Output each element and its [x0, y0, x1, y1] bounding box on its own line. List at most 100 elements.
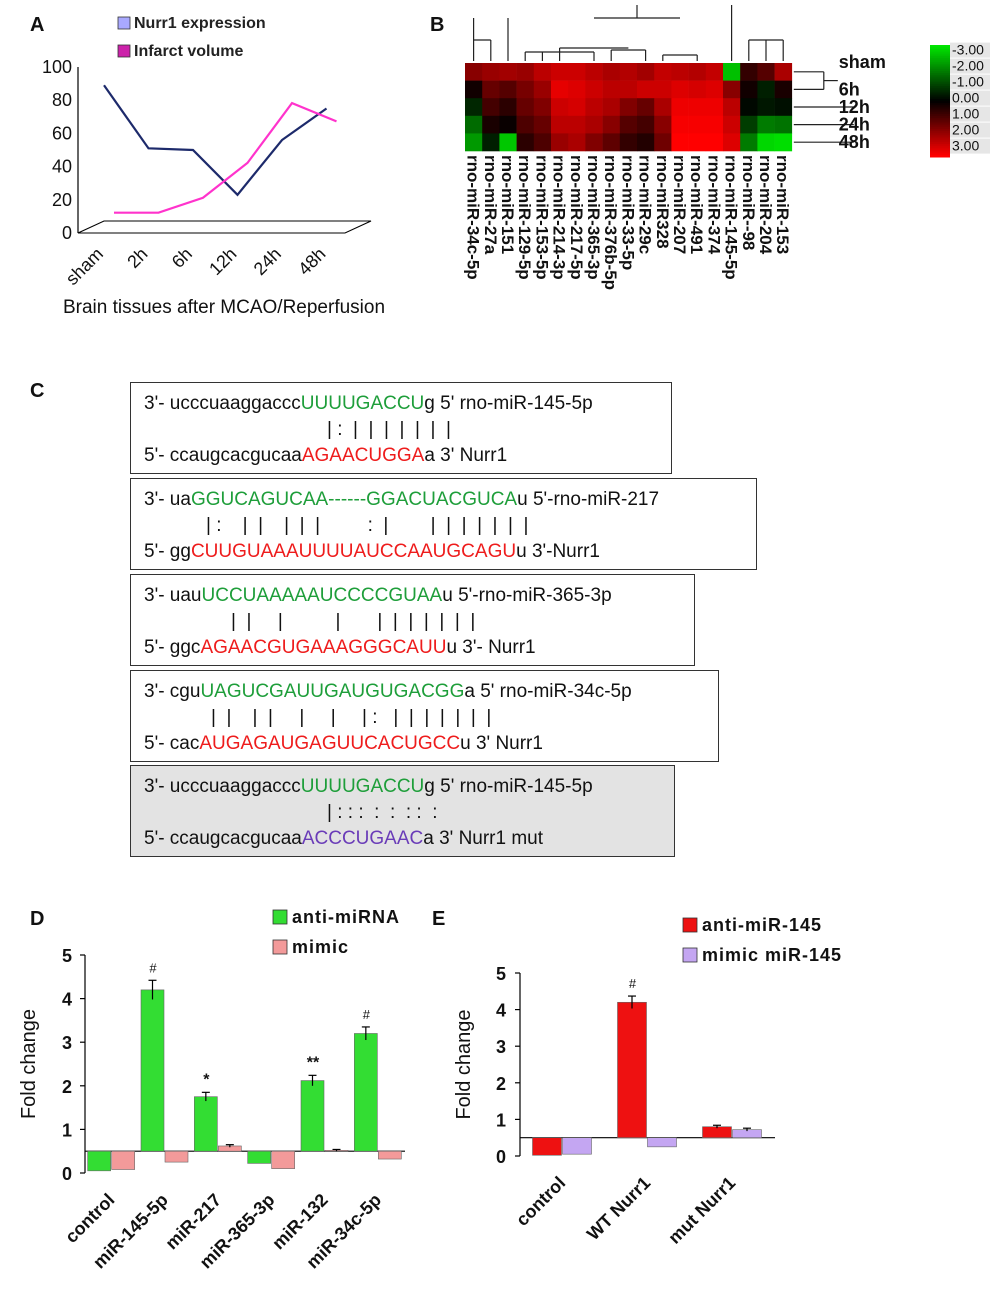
annotation-1: #	[149, 960, 157, 975]
scale-label-bg	[950, 58, 990, 74]
bar-4-0	[300, 1080, 325, 1152]
bar-5-1	[378, 1150, 402, 1160]
heat-row-label-1: 6h	[839, 79, 860, 99]
scale-band	[930, 67, 950, 70]
heat-col-label-13: rno-miR-491	[687, 155, 706, 254]
mirna-suffix: u 5'-rno-miR-217	[517, 489, 660, 510]
ytick-3: 2	[62, 1077, 72, 1097]
scale-band	[930, 121, 950, 124]
scale-band	[930, 147, 950, 151]
base-pairing: | : : : : : : : :	[327, 802, 438, 823]
panel-c-label: C	[30, 380, 45, 402]
target-site: AGAACGUGAAAGGGCAUU	[200, 637, 447, 658]
heat-cell	[551, 98, 569, 117]
heat-cell	[465, 115, 483, 134]
heat-row-label-2: 12h	[839, 97, 870, 117]
scale-band	[930, 87, 950, 91]
ytick-0: 5	[62, 946, 72, 966]
heat-cell	[602, 133, 621, 152]
heat-cell	[671, 98, 689, 117]
heat-cell	[705, 80, 724, 99]
heat-cell	[740, 115, 758, 134]
heat-cell	[551, 133, 569, 152]
scale-band	[930, 123, 950, 126]
legend-label-0: anti-miR-145	[702, 915, 822, 935]
target-suffix: u 3'-Nurr1	[516, 541, 600, 562]
heat-cell	[740, 80, 758, 99]
heat-col-label-17: rno-miR-204	[756, 155, 775, 255]
heat-cell	[740, 63, 758, 81]
heat-cell	[740, 98, 758, 117]
heat-cell	[533, 80, 552, 99]
heat-cell	[551, 115, 569, 134]
legend-a-label-0: Nurr1 expression	[134, 15, 266, 32]
heat-cell	[688, 133, 707, 152]
scale-band	[930, 65, 950, 68]
scale-band	[930, 80, 950, 83]
heat-cell	[637, 133, 655, 152]
heat-cell	[619, 63, 638, 81]
heat-cell	[723, 98, 741, 117]
alignment-box-4: 3'- ucccuaaggacccUUUUGACCUg 5' rno-miR-1…	[130, 765, 675, 857]
heat-cell	[568, 115, 586, 134]
scale-band	[930, 125, 950, 128]
axis-a-floor	[77, 220, 372, 234]
heat-cell	[516, 80, 535, 99]
heat-cell	[671, 63, 689, 81]
target-sequence: 5'- ggcAGAACGUGAAAGGGCAUUu 3'- Nurr1	[144, 638, 536, 657]
ytick-a-1: 80	[52, 90, 72, 110]
annotation-5: #	[363, 1007, 371, 1022]
xtick-2: mut Nurr1	[664, 1173, 739, 1248]
xtick-0: control	[512, 1173, 569, 1230]
heat-cell	[499, 80, 517, 99]
bar-1-1	[647, 1137, 677, 1148]
heat-cell	[516, 133, 535, 152]
legend-swatch-1	[272, 939, 288, 955]
scale-band	[930, 74, 950, 78]
heat-cell	[482, 80, 500, 99]
heat-col-label-2: rno-miR-151	[498, 155, 517, 254]
bar-2-0	[194, 1096, 218, 1152]
target-suffix: a 3' Nurr1	[424, 445, 508, 466]
heat-col-label-3: rno-miR-129-5p	[515, 155, 534, 280]
scale-band	[930, 97, 950, 100]
ytick-5: 0	[62, 1164, 72, 1184]
heat-cell	[619, 98, 638, 117]
target-prefix: 5'- cac	[144, 733, 200, 754]
mirna-prefix: 3'- uau	[144, 585, 202, 606]
scale-band	[930, 78, 950, 81]
heat-cell	[465, 63, 483, 81]
scale-band	[930, 54, 950, 57]
y-axis-label: Fold change	[18, 1009, 40, 1119]
scale-band	[930, 106, 950, 109]
heat-cell	[602, 80, 621, 99]
legend-swatch-0	[272, 909, 288, 925]
bar-3-1	[271, 1150, 295, 1169]
scale-band	[930, 50, 950, 53]
bar-3-0	[247, 1150, 271, 1164]
xtick-a-4: 24h	[250, 244, 285, 279]
mirna-seed: UUUUGACCU	[300, 776, 425, 797]
annotation-4: **	[307, 1054, 320, 1071]
target-sequence: 5'- ccaugcacgucaaAGAACUGGAa 3' Nurr1	[144, 446, 507, 465]
scale-label-5: 2.00	[952, 122, 979, 138]
legend-label-0: anti-miRNA	[292, 907, 400, 927]
scale-band	[930, 114, 950, 117]
heat-cell	[482, 63, 500, 81]
scale-band	[930, 93, 950, 96]
heat-cell	[671, 80, 689, 99]
scale-band	[930, 56, 950, 59]
heat-cell	[533, 98, 552, 117]
heat-cell	[757, 115, 775, 134]
heat-cell	[705, 63, 724, 81]
scale-label-bg	[950, 90, 990, 106]
scale-band	[930, 48, 950, 52]
bar-0-1	[111, 1150, 135, 1170]
scale-band	[930, 61, 950, 65]
heat-cell	[688, 98, 707, 117]
target-sequence: 5'- cacAUGAGAUGAGUUCACUGCCu 3' Nurr1	[144, 734, 543, 753]
ytick-1: 4	[496, 1001, 506, 1021]
mirna-prefix: 3'- cgu	[144, 681, 201, 702]
